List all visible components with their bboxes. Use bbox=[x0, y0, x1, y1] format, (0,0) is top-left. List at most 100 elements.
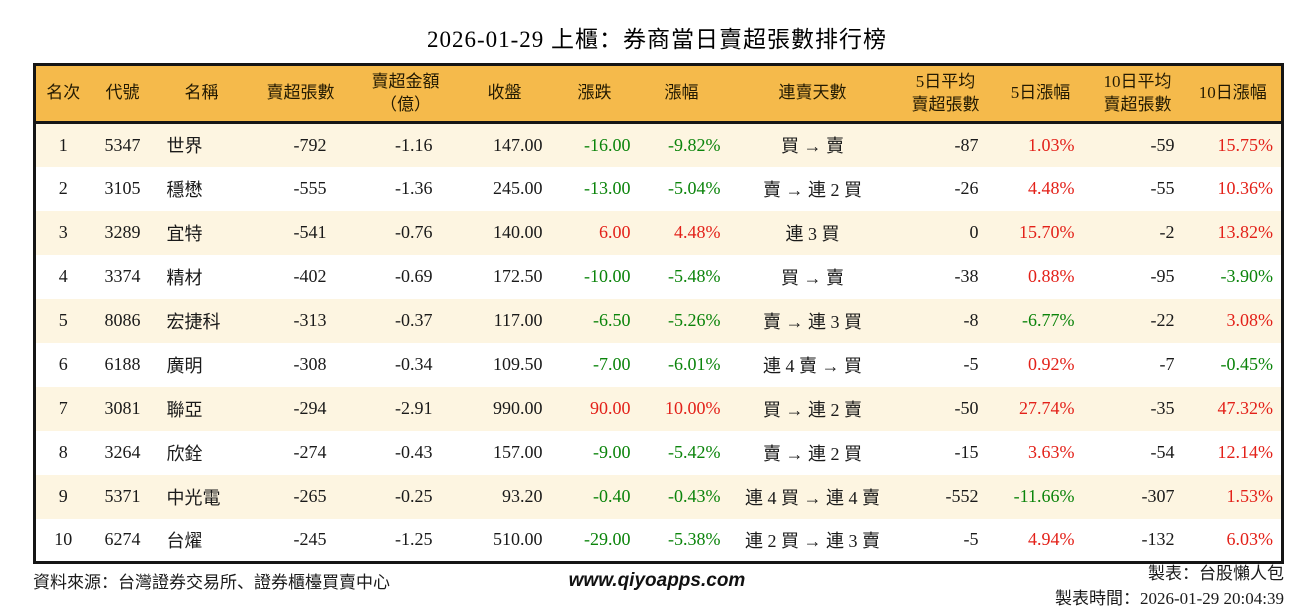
cell-close: 990.00 bbox=[493, 398, 543, 418]
cell-close: 140.00 bbox=[493, 222, 543, 242]
cell-avg5: -5 bbox=[963, 354, 979, 374]
cell-sell_amount: -0.69 bbox=[395, 266, 433, 286]
cell-streak: 買 → 賣 bbox=[781, 136, 844, 157]
cell-change: -9.00 bbox=[593, 442, 631, 462]
cell-close: 117.00 bbox=[493, 310, 543, 330]
cell-code: 3081 bbox=[104, 398, 141, 418]
col-header-pct5: 5日漲幅 bbox=[990, 64, 1091, 123]
cell-close: 157.00 bbox=[493, 442, 543, 462]
col-header-sell_volume: 賣超張數 bbox=[248, 64, 353, 123]
cell-pct5: -11.66% bbox=[1013, 486, 1075, 506]
table-header-row: 名次 代號 名稱 賣超張數 賣超金額 （億） 收盤 漲跌 漲幅 連賣天數 5日平均 賣超張數 5日漲… bbox=[34, 64, 1283, 123]
cell-sell_amount: -0.76 bbox=[395, 222, 433, 242]
cell-change: -13.00 bbox=[584, 178, 631, 198]
cell-pct5: 0.92% bbox=[1028, 354, 1075, 374]
cell-sell_volume: -402 bbox=[293, 266, 327, 286]
cell-rank: 4 bbox=[58, 266, 68, 286]
cell-close: 172.50 bbox=[493, 266, 543, 286]
cell-rank: 2 bbox=[58, 178, 68, 198]
cell-avg5: -87 bbox=[954, 134, 979, 155]
cell-sell_amount: -0.25 bbox=[395, 486, 433, 506]
page-title: 2026-01-29 上櫃：券商當日賣超張數排行榜 bbox=[426, 27, 888, 52]
cell-change: 6.00 bbox=[599, 222, 631, 242]
table-row: 6 6188 廣明 -308 -0.34 109.50 -7.00 -6.01% 連 4 賣 →… bbox=[34, 342, 1283, 387]
cell-avg10: -307 bbox=[1141, 486, 1175, 506]
cell-avg10: -2 bbox=[1159, 222, 1175, 242]
cell-streak: 買 → 連 2 賣 bbox=[763, 399, 862, 420]
cell-name: 中光電 bbox=[166, 487, 221, 508]
table-row: 4 3374 精材 -402 -0.69 172.50 -10.00 -5.48% 買 → 賣 -… bbox=[34, 254, 1283, 299]
cell-name: 台燿 bbox=[166, 530, 203, 551]
cell-pct10: 1.53% bbox=[1226, 486, 1274, 506]
cell-avg10: -54 bbox=[1150, 442, 1175, 462]
cell-sell_volume: -274 bbox=[293, 442, 327, 462]
cell-change: 90.00 bbox=[590, 398, 631, 418]
cell-sell_volume: -308 bbox=[293, 354, 327, 374]
cell-avg10: -35 bbox=[1150, 398, 1175, 418]
cell-avg5: 0 bbox=[969, 222, 979, 242]
cell-pct10: 12.14% bbox=[1217, 442, 1274, 462]
cell-pct10: 15.75% bbox=[1217, 134, 1274, 155]
table-row: 9 5371 中光電 -265 -0.25 93.20 -0.40 -0.43% 連 4 買 →… bbox=[34, 474, 1283, 519]
cell-rank: 9 bbox=[58, 486, 68, 506]
cell-streak: 買 → 賣 bbox=[781, 267, 844, 288]
cell-rank: 6 bbox=[58, 354, 68, 374]
cell-sell_volume: -294 bbox=[293, 398, 327, 418]
col-header-rank: 名次 bbox=[34, 64, 91, 123]
cell-pct10: -3.90% bbox=[1220, 266, 1274, 286]
cell-pct10: 10.36% bbox=[1217, 178, 1274, 198]
cell-pct10: 3.08% bbox=[1226, 310, 1274, 330]
cell-streak: 賣 → 連 2 買 bbox=[763, 443, 862, 464]
cell-code: 5347 bbox=[104, 134, 141, 155]
cell-avg10: -55 bbox=[1150, 178, 1175, 198]
cell-change_pct: -0.43% bbox=[668, 486, 721, 506]
cell-name: 聯亞 bbox=[166, 399, 203, 420]
website-link[interactable]: www.qiyoapps.com bbox=[568, 570, 746, 591]
cell-sell_volume: -555 bbox=[293, 178, 327, 198]
cell-pct10: -0.45% bbox=[1220, 354, 1274, 374]
cell-avg5: -26 bbox=[954, 178, 979, 198]
cell-close: 109.50 bbox=[493, 354, 543, 374]
cell-rank: 10 bbox=[54, 529, 73, 550]
cell-rank: 7 bbox=[58, 398, 68, 418]
ranking-table: 名次 代號 名稱 賣超張數 賣超金額 （億） 收盤 漲跌 漲幅 連賣天數 5日平均 賣超張數 5日漲… bbox=[33, 63, 1284, 564]
cell-streak: 連 2 買 → 連 3 賣 bbox=[745, 530, 880, 551]
cell-pct5: 4.48% bbox=[1028, 178, 1075, 198]
cell-close: 245.00 bbox=[493, 178, 543, 198]
cell-sell_volume: -313 bbox=[293, 310, 327, 330]
cell-avg5: -8 bbox=[963, 310, 979, 330]
cell-change_pct: -6.01% bbox=[668, 354, 721, 374]
cell-code: 6274 bbox=[104, 529, 141, 550]
cell-sell_amount: -1.36 bbox=[395, 178, 433, 198]
made-at-timestamp: 製表時間：2026-01-29 20:04:39 bbox=[1054, 589, 1284, 608]
cell-pct5: -6.77% bbox=[1022, 310, 1075, 330]
col-header-streak: 連賣天數 bbox=[724, 64, 901, 123]
cell-sell_volume: -245 bbox=[293, 529, 327, 550]
cell-name: 欣銓 bbox=[166, 443, 203, 464]
col-header-close: 收盤 bbox=[458, 64, 551, 123]
cell-sell_amount: -0.43 bbox=[395, 442, 433, 462]
col-header-code: 代號 bbox=[90, 64, 155, 123]
cell-name: 廣明 bbox=[166, 355, 203, 376]
cell-close: 147.00 bbox=[493, 134, 543, 155]
cell-code: 3289 bbox=[104, 222, 141, 242]
cell-pct10: 47.32% bbox=[1217, 398, 1274, 418]
cell-change: -0.40 bbox=[593, 486, 631, 506]
table-row: 8 3264 欣銓 -274 -0.43 157.00 -9.00 -5.42% 賣 → 連 2… bbox=[34, 430, 1283, 475]
cell-name: 宏捷科 bbox=[166, 311, 221, 332]
cell-change_pct: -5.38% bbox=[668, 529, 721, 550]
cell-code: 3105 bbox=[104, 178, 141, 198]
cell-sell_volume: -792 bbox=[293, 134, 327, 155]
table-row: 2 3105 穩懋 -555 -1.36 245.00 -13.00 -5.04% 賣 → 連 … bbox=[34, 166, 1283, 211]
cell-change_pct: 4.48% bbox=[674, 222, 721, 242]
cell-avg5: -552 bbox=[945, 486, 979, 506]
col-header-change: 漲跌 bbox=[550, 64, 639, 123]
cell-change_pct: -5.26% bbox=[668, 310, 721, 330]
cell-streak: 連 4 賣 → 買 bbox=[763, 355, 862, 376]
cell-pct5: 1.03% bbox=[1028, 134, 1075, 155]
cell-rank: 8 bbox=[58, 442, 68, 462]
cell-change: -16.00 bbox=[584, 134, 631, 155]
cell-sell_volume: -541 bbox=[293, 222, 327, 242]
cell-sell_amount: -0.34 bbox=[395, 354, 433, 374]
cell-avg5: -38 bbox=[954, 266, 979, 286]
